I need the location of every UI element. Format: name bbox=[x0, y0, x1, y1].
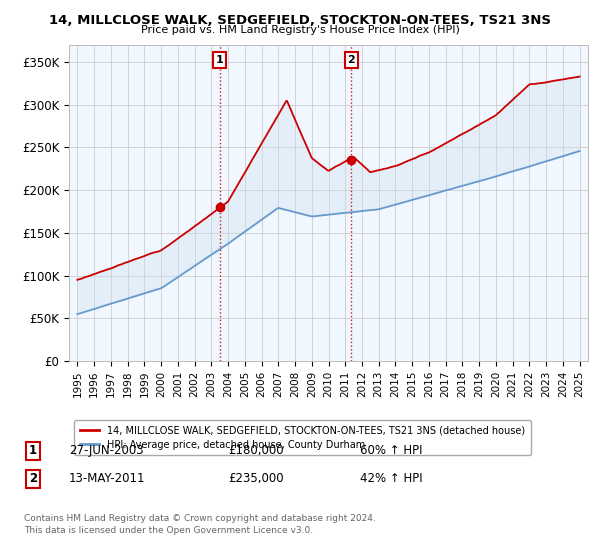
Text: Price paid vs. HM Land Registry's House Price Index (HPI): Price paid vs. HM Land Registry's House … bbox=[140, 25, 460, 35]
Text: 27-JUN-2003: 27-JUN-2003 bbox=[69, 444, 143, 458]
Text: 1: 1 bbox=[29, 444, 37, 458]
Text: 42% ↑ HPI: 42% ↑ HPI bbox=[360, 472, 422, 486]
Text: £180,000: £180,000 bbox=[228, 444, 284, 458]
Text: £235,000: £235,000 bbox=[228, 472, 284, 486]
Text: 2: 2 bbox=[29, 472, 37, 486]
Text: Contains HM Land Registry data © Crown copyright and database right 2024.
This d: Contains HM Land Registry data © Crown c… bbox=[24, 514, 376, 535]
Text: 14, MILLCLOSE WALK, SEDGEFIELD, STOCKTON-ON-TEES, TS21 3NS: 14, MILLCLOSE WALK, SEDGEFIELD, STOCKTON… bbox=[49, 14, 551, 27]
Text: 1: 1 bbox=[215, 55, 223, 65]
Legend: 14, MILLCLOSE WALK, SEDGEFIELD, STOCKTON-ON-TEES, TS21 3NS (detached house), HPI: 14, MILLCLOSE WALK, SEDGEFIELD, STOCKTON… bbox=[74, 420, 531, 455]
Text: 60% ↑ HPI: 60% ↑ HPI bbox=[360, 444, 422, 458]
Text: 13-MAY-2011: 13-MAY-2011 bbox=[69, 472, 146, 486]
Text: 2: 2 bbox=[347, 55, 355, 65]
